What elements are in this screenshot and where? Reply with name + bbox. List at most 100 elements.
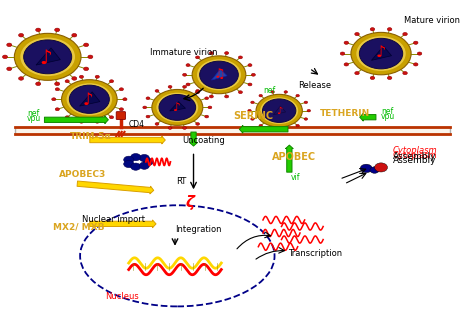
- Circle shape: [359, 38, 403, 69]
- Circle shape: [238, 91, 242, 94]
- Text: CD4: CD4: [129, 120, 145, 129]
- Circle shape: [143, 158, 153, 165]
- Polygon shape: [36, 48, 60, 65]
- Text: SERINC: SERINC: [233, 112, 273, 121]
- Circle shape: [65, 80, 69, 83]
- Circle shape: [186, 64, 190, 66]
- Polygon shape: [170, 102, 185, 111]
- Circle shape: [72, 77, 77, 80]
- Circle shape: [351, 32, 411, 75]
- Text: nef: nef: [263, 86, 275, 95]
- Text: ζ: ζ: [186, 195, 195, 210]
- Circle shape: [355, 71, 359, 75]
- Circle shape: [131, 163, 141, 170]
- Circle shape: [14, 33, 81, 80]
- Circle shape: [7, 67, 12, 71]
- Circle shape: [259, 94, 263, 97]
- Circle shape: [182, 86, 186, 88]
- Text: Transcription: Transcription: [289, 249, 343, 258]
- Text: ♪: ♪: [82, 91, 93, 109]
- Text: Nucleus: Nucleus: [106, 292, 139, 301]
- Circle shape: [387, 28, 392, 31]
- Circle shape: [271, 128, 274, 131]
- Circle shape: [238, 56, 242, 59]
- Circle shape: [65, 116, 69, 119]
- Text: vif: vif: [291, 172, 301, 182]
- Circle shape: [192, 56, 246, 94]
- Text: Immature virion: Immature virion: [149, 48, 217, 57]
- Circle shape: [374, 163, 388, 172]
- Circle shape: [360, 164, 372, 173]
- Circle shape: [284, 128, 288, 131]
- Circle shape: [248, 83, 252, 86]
- Text: ♪: ♪: [376, 45, 386, 60]
- Circle shape: [251, 73, 255, 76]
- Circle shape: [18, 34, 24, 37]
- Circle shape: [356, 36, 406, 71]
- Circle shape: [24, 40, 72, 74]
- Text: APOBEC: APOBEC: [272, 152, 316, 162]
- Text: ♪: ♪: [173, 101, 181, 114]
- Circle shape: [95, 120, 100, 123]
- Circle shape: [251, 118, 254, 120]
- Circle shape: [413, 63, 418, 66]
- Circle shape: [66, 83, 112, 115]
- Circle shape: [260, 97, 298, 124]
- Circle shape: [370, 167, 379, 173]
- Circle shape: [182, 73, 187, 76]
- Text: Assembly: Assembly: [392, 152, 436, 161]
- Circle shape: [146, 97, 150, 100]
- Text: Nuclear import: Nuclear import: [82, 215, 146, 224]
- Text: Release: Release: [298, 81, 331, 90]
- Circle shape: [146, 115, 150, 118]
- Circle shape: [248, 64, 252, 66]
- Circle shape: [263, 99, 296, 122]
- Text: Integration: Integration: [175, 225, 221, 234]
- Text: Mature virion: Mature virion: [404, 15, 460, 25]
- Text: APOBEC3: APOBEC3: [59, 170, 107, 179]
- Circle shape: [304, 118, 308, 120]
- Polygon shape: [211, 69, 227, 80]
- Circle shape: [139, 155, 149, 162]
- Circle shape: [69, 85, 109, 114]
- Circle shape: [124, 161, 134, 167]
- Circle shape: [7, 43, 12, 47]
- Circle shape: [251, 101, 254, 104]
- Circle shape: [387, 76, 392, 80]
- Circle shape: [52, 98, 56, 101]
- Circle shape: [370, 76, 375, 80]
- Circle shape: [197, 59, 241, 90]
- Circle shape: [88, 55, 93, 59]
- Circle shape: [55, 108, 59, 111]
- Text: TETHERIN: TETHERIN: [320, 109, 370, 118]
- Text: ♪: ♪: [276, 106, 283, 116]
- Text: ♪: ♪: [40, 48, 53, 67]
- Circle shape: [119, 108, 123, 111]
- Circle shape: [72, 34, 77, 37]
- Circle shape: [155, 89, 159, 92]
- Circle shape: [109, 116, 114, 119]
- Circle shape: [200, 61, 238, 89]
- Circle shape: [55, 28, 60, 32]
- Circle shape: [355, 33, 359, 36]
- Text: ♫: ♫: [213, 68, 225, 81]
- Circle shape: [36, 28, 41, 32]
- Text: vpu: vpu: [27, 114, 41, 123]
- Text: vpu: vpu: [381, 112, 395, 121]
- Circle shape: [20, 38, 75, 76]
- Circle shape: [205, 115, 209, 118]
- Text: Assembly: Assembly: [392, 156, 436, 165]
- Text: MX2/ MXB: MX2/ MXB: [53, 222, 105, 231]
- Circle shape: [307, 110, 310, 112]
- Circle shape: [168, 127, 172, 129]
- Circle shape: [417, 52, 422, 55]
- Circle shape: [208, 106, 212, 109]
- Circle shape: [403, 71, 407, 75]
- Circle shape: [156, 93, 198, 122]
- Polygon shape: [80, 92, 100, 106]
- Circle shape: [79, 120, 83, 123]
- Circle shape: [344, 41, 348, 44]
- Circle shape: [284, 91, 288, 93]
- Text: Cytoplasm: Cytoplasm: [392, 146, 437, 155]
- Text: Cytoplasm: Cytoplasm: [392, 151, 437, 160]
